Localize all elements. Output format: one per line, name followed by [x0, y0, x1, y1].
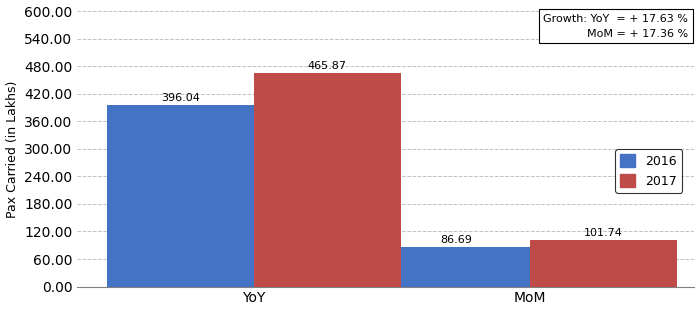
Text: 396.04: 396.04 — [161, 93, 199, 103]
Bar — [383, 247, 530, 286]
Y-axis label: Pax Carried (in Lakhs): Pax Carried (in Lakhs) — [6, 80, 19, 217]
Text: 101.74: 101.74 — [584, 228, 623, 238]
Bar — [530, 240, 677, 286]
Text: Growth: YoY  = + 17.63 %
MoM = + 17.36 %: Growth: YoY = + 17.63 % MoM = + 17.36 % — [543, 14, 688, 39]
Legend: 2016, 2017: 2016, 2017 — [615, 149, 682, 193]
Bar — [106, 105, 253, 286]
Text: 86.69: 86.69 — [440, 235, 473, 245]
Bar — [253, 73, 400, 286]
Text: 465.87: 465.87 — [307, 61, 346, 71]
